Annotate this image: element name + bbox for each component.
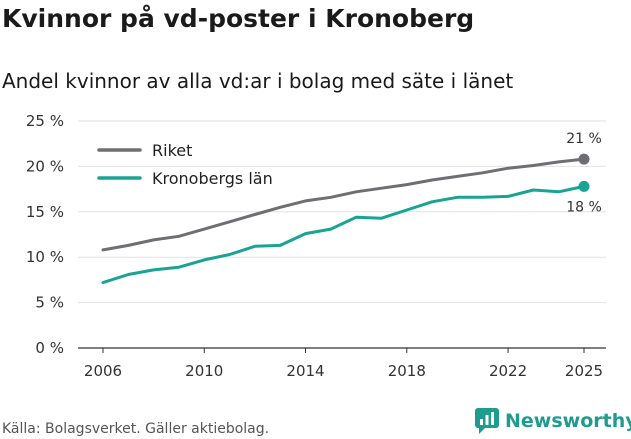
y-tick-label: 0 % <box>35 339 64 357</box>
chart-subtitle: Andel kvinnor av alla vd:ar i bolag med … <box>2 69 514 93</box>
x-tick-label: 2018 <box>388 362 426 380</box>
x-axis: 2006 2010 2014 2018 2022 2025 <box>78 347 606 380</box>
legend: Riket Kronobergs län <box>97 141 273 188</box>
series-end-point <box>578 180 590 192</box>
y-tick-label: 25 % <box>26 112 64 130</box>
legend-label: Kronobergs län <box>152 169 273 188</box>
y-tick-label: 10 % <box>26 248 64 266</box>
brand-logo[interactable]: Newsworthy <box>475 407 631 435</box>
y-axis-tick-labels: 0 % 5 % 10 % 15 % 20 % 25 % <box>26 112 64 357</box>
source-note: Källa: Bolagsverket. Gäller aktiebolag. <box>2 421 270 437</box>
x-tick-label: 2025 <box>565 362 603 380</box>
x-tick-label: 2022 <box>489 362 527 380</box>
x-tick-label: 2010 <box>185 362 223 380</box>
y-tick-label: 15 % <box>26 203 64 221</box>
legend-label: Riket <box>152 141 192 160</box>
newsworthy-logo-icon <box>475 408 499 434</box>
end-value-label: 21 % <box>566 131 602 147</box>
end-value-label: 18 % <box>566 199 602 215</box>
x-tick-label: 2006 <box>84 362 122 380</box>
series-line-riket <box>101 157 586 252</box>
x-tick-label: 2014 <box>286 362 324 380</box>
chart-title: Kvinnor på vd-poster i Kronoberg <box>2 4 475 33</box>
series-end-point <box>578 153 590 165</box>
series-lines <box>101 153 590 285</box>
y-tick-label: 20 % <box>26 157 64 175</box>
series-line-kronobergs-lan <box>101 184 586 285</box>
end-value-labels: 21 % 18 % <box>566 131 602 215</box>
y-tick-label: 5 % <box>35 294 64 312</box>
brand-name: Newsworthy <box>505 410 631 432</box>
